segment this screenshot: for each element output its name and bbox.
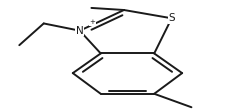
Text: N: N (76, 26, 84, 36)
Text: S: S (168, 13, 175, 23)
Text: +: + (90, 19, 95, 25)
